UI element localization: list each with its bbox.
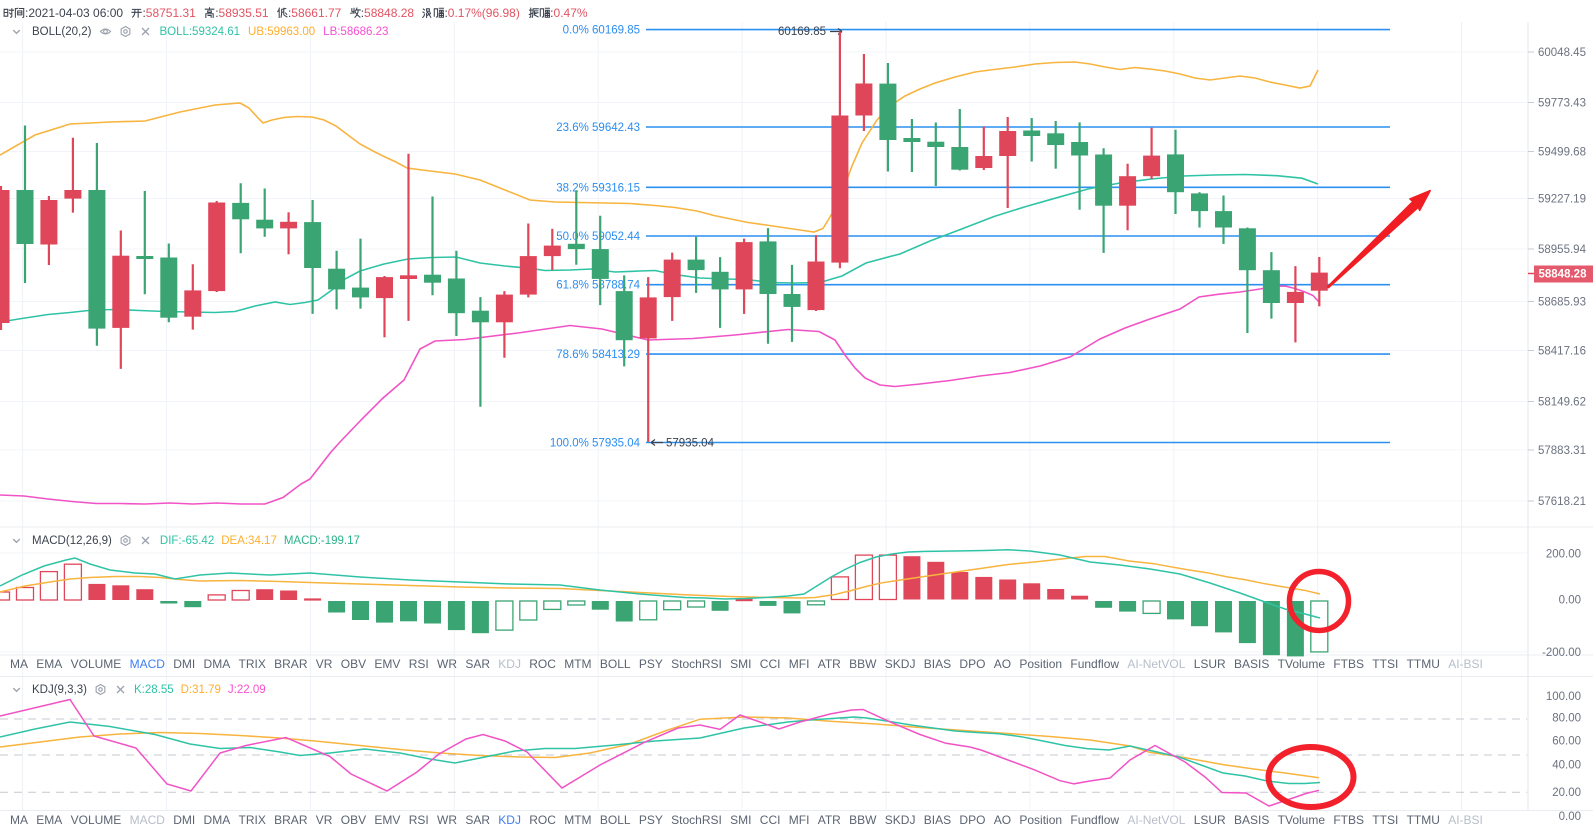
svg-text:59499.68: 59499.68 [1538,147,1586,159]
svg-text:20.00: 20.00 [1552,787,1581,799]
svg-text:78.6% 58413.29: 78.6% 58413.29 [556,349,640,361]
svg-text:60048.45: 60048.45 [1538,47,1586,59]
svg-text:0.0% 60169.85: 0.0% 60169.85 [563,25,640,37]
svg-text:57935.04: 57935.04 [666,438,715,450]
svg-text:-200.00: -200.00 [1542,647,1581,659]
svg-text:58848.28: 58848.28 [1539,269,1588,281]
svg-text:23.6% 59642.43: 23.6% 59642.43 [556,122,640,134]
svg-text:59227.19: 59227.19 [1538,194,1586,206]
svg-text:0.00: 0.00 [1559,595,1581,607]
svg-text:58955.94: 58955.94 [1538,244,1587,256]
svg-text:38.2% 59316.15: 38.2% 59316.15 [556,182,640,194]
svg-text:80.00: 80.00 [1552,712,1581,724]
svg-text:60169.85: 60169.85 [778,26,826,38]
svg-text:59773.43: 59773.43 [1538,98,1586,110]
svg-text:61.8% 58788.74: 61.8% 58788.74 [556,280,640,292]
svg-text:60.00: 60.00 [1552,736,1581,748]
svg-text:100.0% 57935.04: 100.0% 57935.04 [550,438,641,450]
svg-text:40.00: 40.00 [1552,760,1581,772]
svg-text:58417.16: 58417.16 [1538,346,1586,358]
svg-text:50.0% 59052.44: 50.0% 59052.44 [556,231,640,243]
svg-text:58685.93: 58685.93 [1538,297,1586,309]
svg-text:57883.31: 57883.31 [1538,445,1586,457]
svg-text:58149.62: 58149.62 [1538,397,1586,409]
svg-text:100.00: 100.00 [1546,691,1581,703]
svg-text:200.00: 200.00 [1546,548,1581,560]
svg-text:0.00: 0.00 [1559,811,1581,823]
svg-text:57618.21: 57618.21 [1538,496,1586,508]
